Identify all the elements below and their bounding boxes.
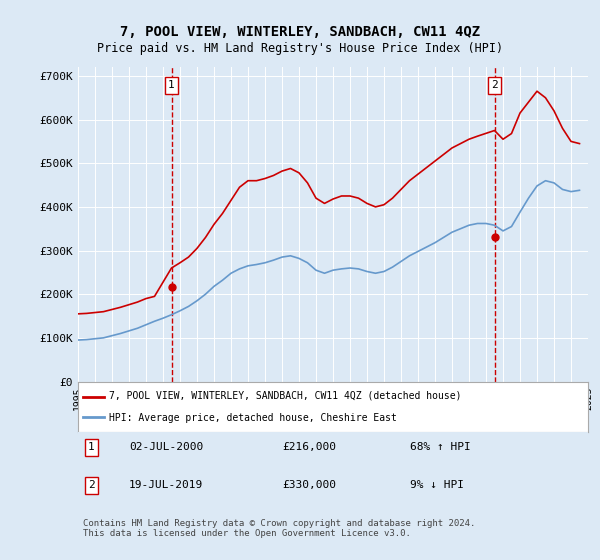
Text: 9% ↓ HPI: 9% ↓ HPI — [409, 480, 464, 491]
Text: 1: 1 — [168, 80, 175, 90]
Text: 02-JUL-2000: 02-JUL-2000 — [129, 442, 203, 452]
Text: 7, POOL VIEW, WINTERLEY, SANDBACH, CW11 4QZ (detached house): 7, POOL VIEW, WINTERLEY, SANDBACH, CW11 … — [109, 391, 461, 401]
Text: Price paid vs. HM Land Registry's House Price Index (HPI): Price paid vs. HM Land Registry's House … — [97, 42, 503, 55]
Text: 19-JUL-2019: 19-JUL-2019 — [129, 480, 203, 491]
Text: £330,000: £330,000 — [282, 480, 336, 491]
Text: 2: 2 — [88, 480, 95, 491]
Text: £216,000: £216,000 — [282, 442, 336, 452]
Text: 1: 1 — [88, 442, 95, 452]
Text: Contains HM Land Registry data © Crown copyright and database right 2024.
This d: Contains HM Land Registry data © Crown c… — [83, 519, 475, 538]
Text: HPI: Average price, detached house, Cheshire East: HPI: Average price, detached house, Ches… — [109, 413, 397, 423]
Text: 68% ↑ HPI: 68% ↑ HPI — [409, 442, 470, 452]
Text: 2: 2 — [491, 80, 498, 90]
Text: 7, POOL VIEW, WINTERLEY, SANDBACH, CW11 4QZ: 7, POOL VIEW, WINTERLEY, SANDBACH, CW11 … — [120, 25, 480, 39]
